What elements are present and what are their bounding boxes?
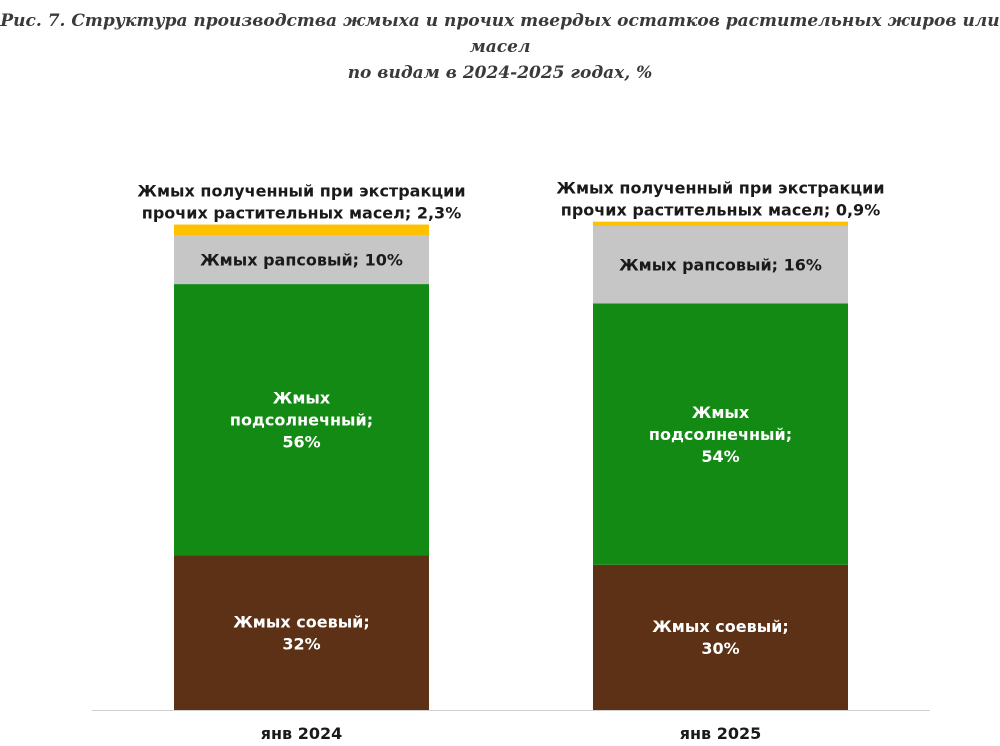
bar-segment-sunflower-1: [174, 284, 429, 556]
bar-segment-sunflower-2: [593, 303, 848, 565]
data-label-other-1: Жмых полученный при экстракции прочих рас…: [137, 181, 465, 222]
bar-segment-rapeseed-1: [174, 235, 429, 285]
bar-segment-soy-1: [174, 555, 429, 710]
bar-segment-soy-2: [593, 564, 848, 710]
data-label-soy-2: Жмых соевый; 30%: [652, 617, 789, 658]
x-tick-label-1: янв 2024: [261, 724, 343, 743]
bar-segment-rapeseed-2: [593, 226, 848, 304]
data-label-rapeseed-1: Жмых рапсовый; 10%: [200, 251, 403, 270]
data-label-rapeseed-2: Жмых рапсовый; 16%: [619, 255, 822, 274]
data-label-other-2: Жмых полученный при экстракции прочих рас…: [556, 178, 884, 219]
chart-title: Рис. 7. Структура производства жмыха и п…: [0, 8, 1000, 86]
chart-title-line-1: Рис. 7. Структура производства жмыха и п…: [0, 11, 1000, 57]
bar-segment-other-2: [593, 221, 848, 226]
bar-segment-other-1: [174, 224, 429, 236]
data-label-sunflower-1: Жмых подсолнечный; 56%: [230, 388, 373, 451]
x-tick-label-2: янв 2025: [680, 724, 762, 743]
chart-title-line-2: по видам в 2024-2025 годах, %: [347, 63, 653, 83]
data-label-soy-1: Жмых соевый; 32%: [233, 612, 370, 653]
data-label-sunflower-2: Жмых подсолнечный; 54%: [649, 403, 792, 466]
